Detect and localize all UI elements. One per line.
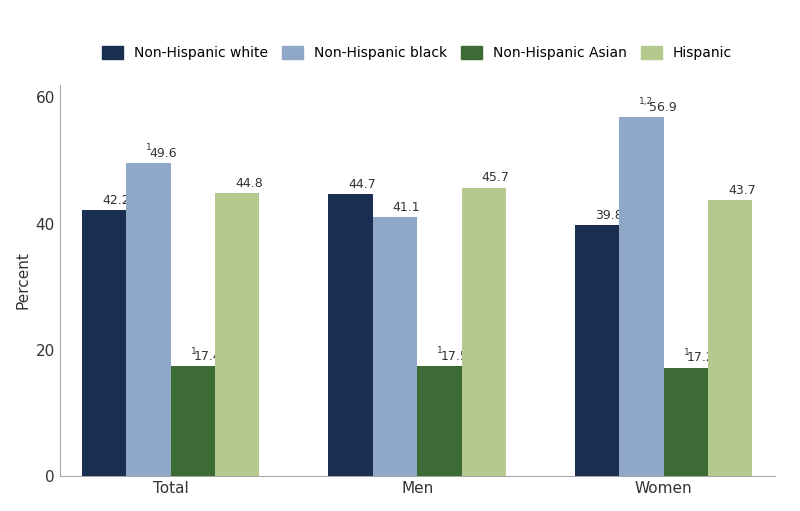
Bar <box>126 163 170 476</box>
Bar <box>708 200 753 476</box>
Text: 43.7: 43.7 <box>728 184 756 197</box>
Text: 17.5: 17.5 <box>441 350 468 362</box>
Legend: Non-Hispanic white, Non-Hispanic black, Non-Hispanic Asian, Hispanic: Non-Hispanic white, Non-Hispanic black, … <box>97 41 738 66</box>
Text: 39.8: 39.8 <box>595 208 622 222</box>
Bar <box>575 225 619 476</box>
Text: 56.9: 56.9 <box>650 101 677 114</box>
Y-axis label: Percent: Percent <box>15 251 30 309</box>
Bar <box>619 117 664 476</box>
Text: 45.7: 45.7 <box>482 172 510 184</box>
Text: 17.2: 17.2 <box>687 352 714 364</box>
Text: 44.7: 44.7 <box>349 178 376 191</box>
Bar <box>373 217 418 476</box>
Bar <box>664 367 708 476</box>
Bar <box>82 210 126 476</box>
Bar <box>215 193 259 476</box>
Bar <box>418 366 462 476</box>
Text: 17.4: 17.4 <box>194 350 222 363</box>
Bar <box>170 366 215 476</box>
Text: 42.2: 42.2 <box>102 194 130 206</box>
Text: 1,2: 1,2 <box>639 97 654 106</box>
Bar <box>329 194 373 476</box>
Bar <box>462 188 506 476</box>
Text: 1: 1 <box>437 346 443 355</box>
Text: 1: 1 <box>146 143 152 152</box>
Text: 44.8: 44.8 <box>235 177 263 190</box>
Text: 1: 1 <box>190 346 197 356</box>
Text: 41.1: 41.1 <box>393 200 421 214</box>
Text: 49.6: 49.6 <box>150 147 178 160</box>
Text: 1: 1 <box>684 348 690 357</box>
